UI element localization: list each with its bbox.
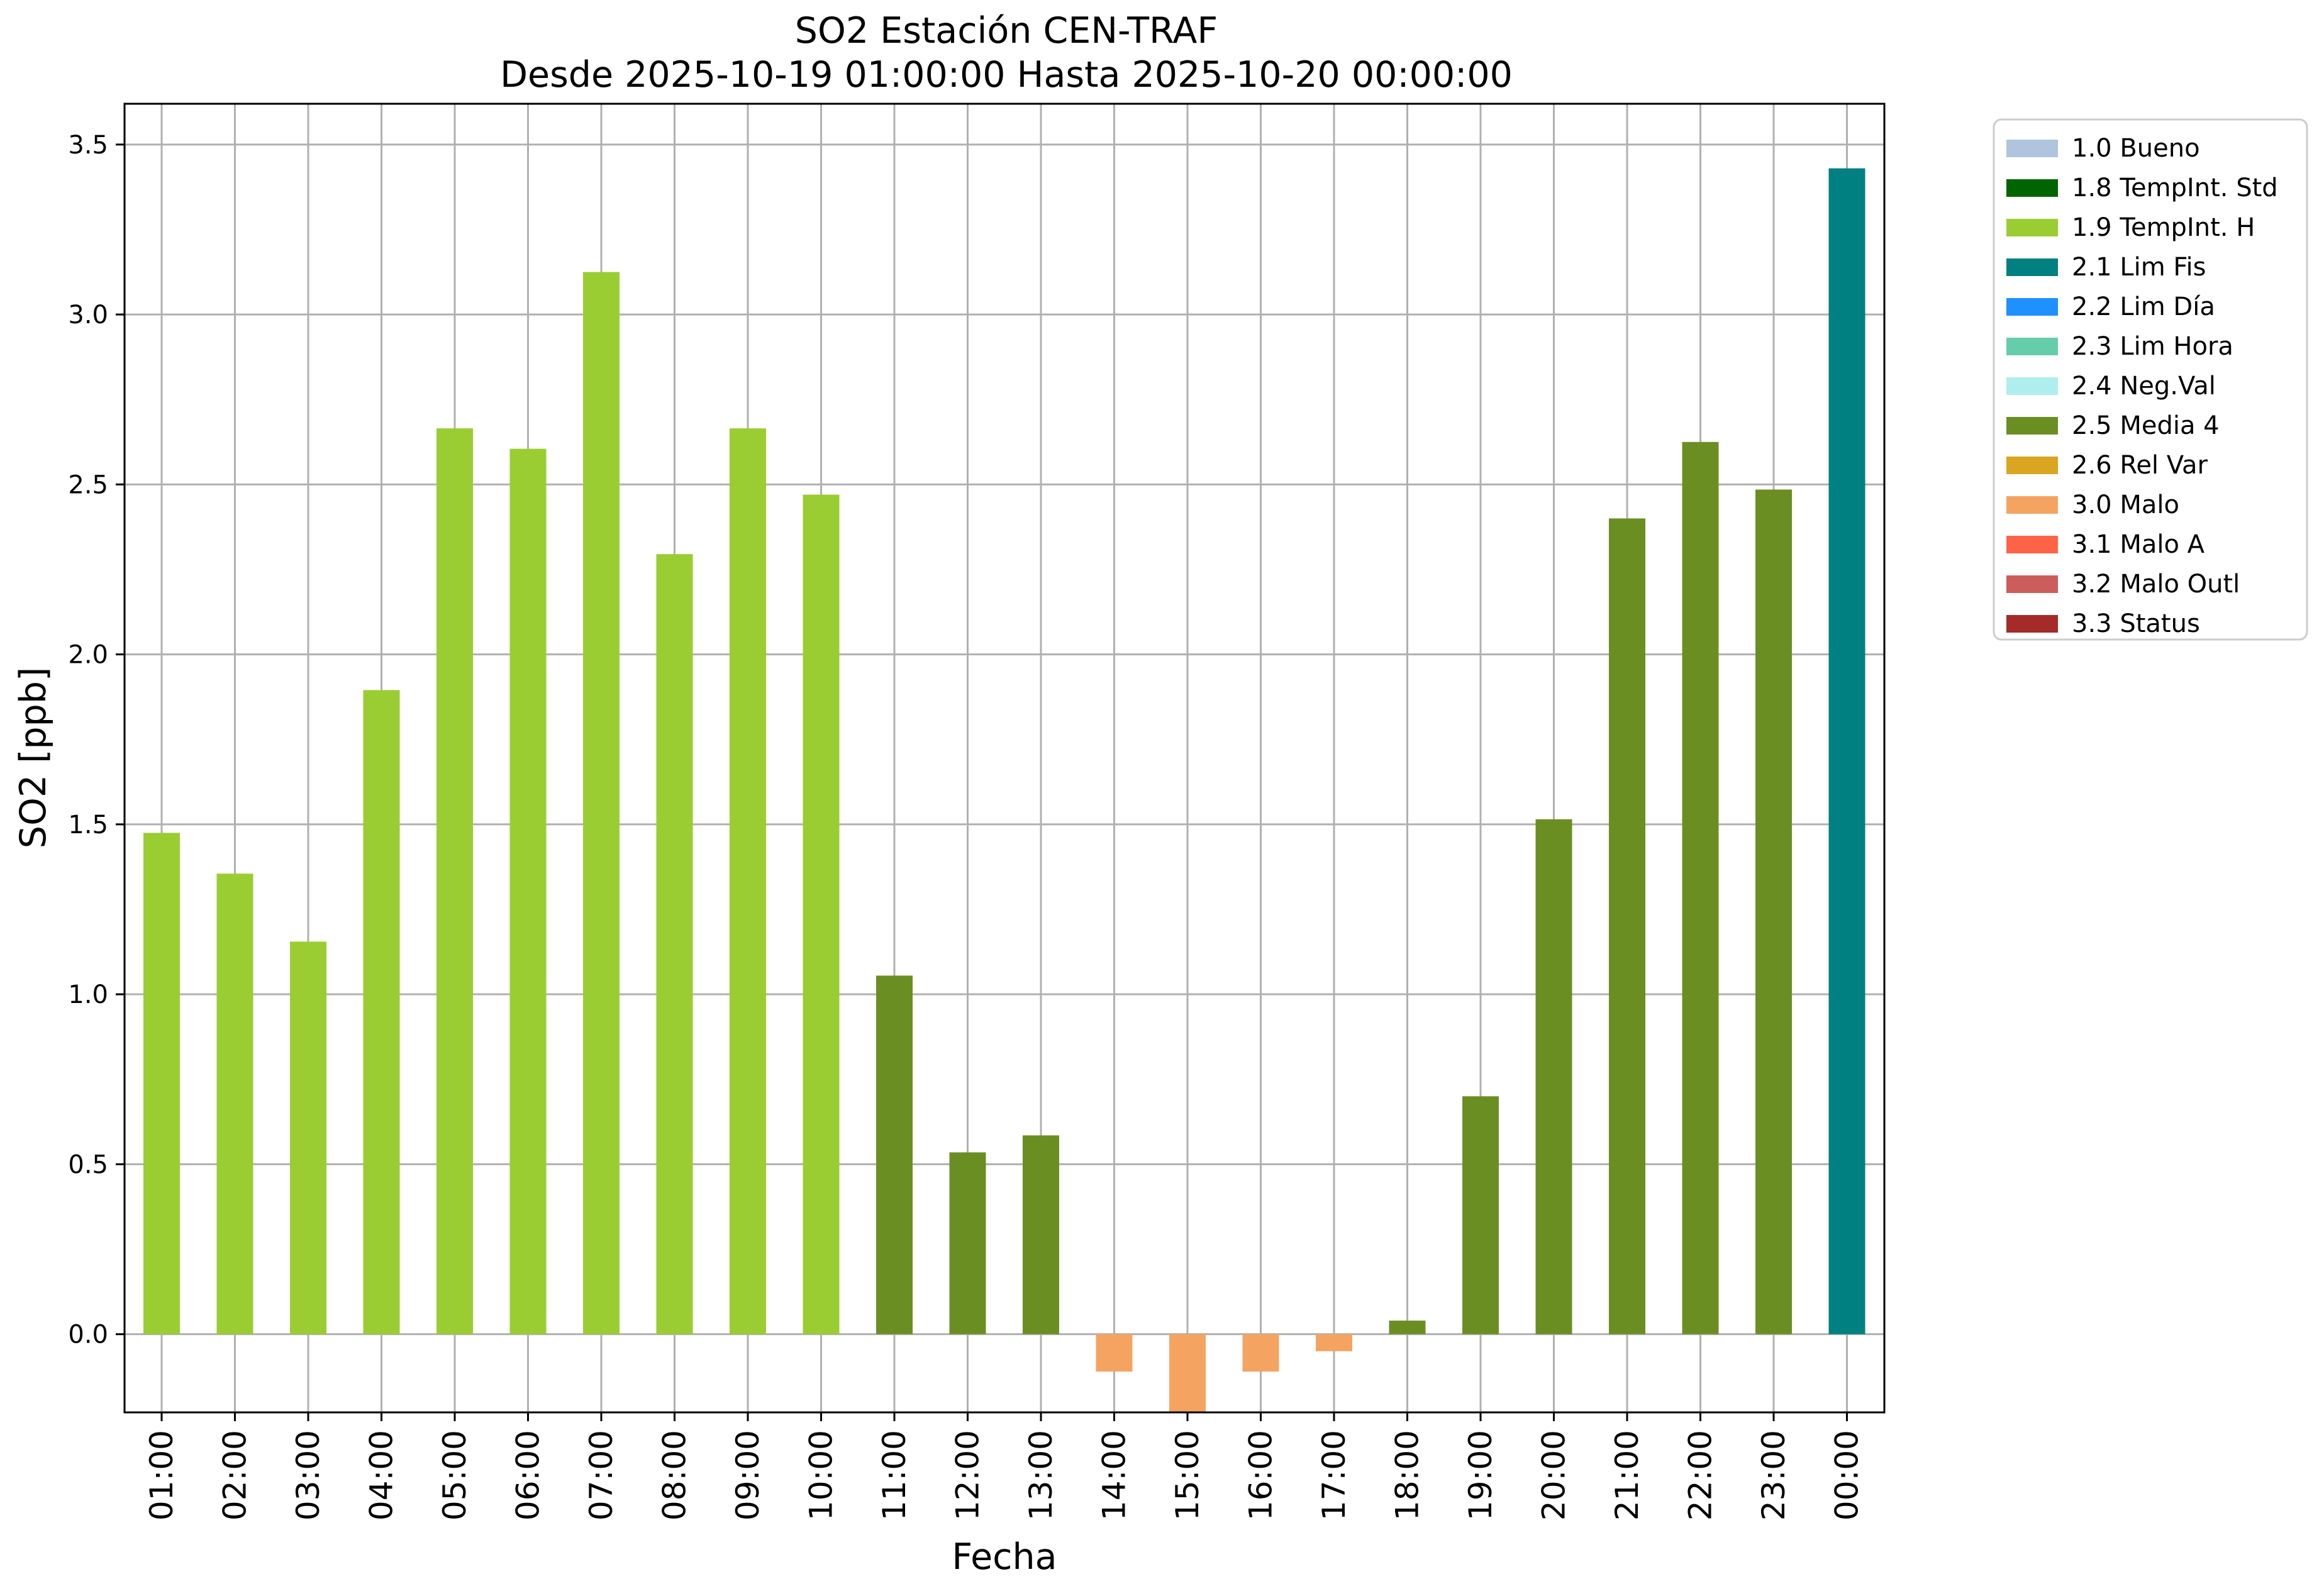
x-tick-label: 04:00 <box>364 1430 400 1521</box>
chart-subtitle: Desde 2025-10-19 01:00:00 Hasta 2025-10-… <box>500 54 1513 96</box>
bar <box>1316 1334 1352 1351</box>
x-axis-ticks: 01:00 02:00 03:00 04:00 05:00 06:00 07:00 08:00… <box>143 1412 1865 1521</box>
legend-box <box>1993 118 2308 641</box>
x-tick-label: 00:00 <box>1829 1430 1865 1521</box>
bar <box>436 428 473 1334</box>
x-tick-label: 07:00 <box>583 1430 620 1521</box>
x-tick-label: 23:00 <box>1755 1430 1792 1521</box>
y-axis-label: SO2 [ppb] <box>13 667 54 848</box>
x-tick-label: 02:00 <box>217 1430 253 1521</box>
bar <box>1242 1334 1279 1372</box>
y-tick-label: 1.0 <box>68 980 108 1009</box>
chart-title: SO2 Estación CEN-TRAF <box>795 10 1218 52</box>
x-tick-label: 21:00 <box>1609 1430 1645 1521</box>
legend-swatch <box>2006 496 2058 514</box>
legend-swatch <box>2006 377 2058 395</box>
legend-swatch <box>2006 338 2058 355</box>
x-tick-label: 10:00 <box>803 1430 840 1521</box>
bar <box>1609 518 1645 1334</box>
bar <box>583 272 620 1334</box>
legend-swatch <box>2006 258 2058 276</box>
bars-layer <box>143 168 1865 1412</box>
bar <box>1828 168 1865 1334</box>
y-tick-label: 1.5 <box>68 811 108 840</box>
x-tick-label: 01:00 <box>143 1430 180 1521</box>
bar <box>1755 489 1792 1334</box>
x-tick-label: 18:00 <box>1389 1430 1426 1521</box>
legend-label: 1.9 TempInt. H <box>2072 213 2255 242</box>
legend-label: 2.3 Lim Hora <box>2072 332 2233 361</box>
legend-label: 2.1 Lim Fis <box>2072 253 2206 282</box>
legend-swatch <box>2006 140 2058 157</box>
bar <box>803 494 840 1334</box>
bar <box>1462 1096 1499 1334</box>
y-tick-label: 3.5 <box>68 131 108 160</box>
y-tick-label: 0.0 <box>68 1321 108 1349</box>
x-tick-label: 20:00 <box>1536 1430 1572 1521</box>
legend-swatch <box>2006 575 2058 593</box>
legend: 1.0 Bueno 1.8 TempInt. Std 1.9 TempInt. H 2… <box>1993 118 2308 641</box>
legend-label: 2.5 Media 4 <box>2072 411 2220 440</box>
legend-label: 3.0 Malo <box>2072 490 2179 519</box>
legend-label: 2.6 Rel Var <box>2072 451 2208 480</box>
legend-label: 3.2 Malo Outl <box>2072 570 2240 599</box>
x-tick-label: 16:00 <box>1243 1430 1279 1521</box>
bar <box>290 941 326 1334</box>
bar <box>1169 1334 1206 1412</box>
bar <box>1682 441 1719 1334</box>
x-tick-label: 09:00 <box>730 1430 766 1521</box>
x-tick-label: 11:00 <box>876 1430 913 1521</box>
x-tick-label: 13:00 <box>1023 1430 1059 1521</box>
bar <box>1023 1135 1059 1334</box>
bar <box>949 1152 986 1334</box>
legend-label: 2.2 Lim Día <box>2072 292 2215 321</box>
y-tick-label: 2.0 <box>68 641 108 670</box>
legend-swatch <box>2006 298 2058 316</box>
legend-swatch <box>2006 417 2058 435</box>
bar <box>143 833 180 1334</box>
legend-swatch <box>2006 457 2058 474</box>
y-tick-label: 3.0 <box>68 301 108 330</box>
legend-swatch <box>2006 179 2058 197</box>
x-tick-label: 05:00 <box>436 1430 473 1521</box>
x-tick-label: 12:00 <box>950 1430 986 1521</box>
bar <box>216 873 253 1334</box>
y-axis-ticks: 0.0 0.5 1.0 1.5 2.0 2.5 3.0 3.5 <box>68 131 125 1349</box>
bar <box>730 428 766 1334</box>
x-tick-label: 15:00 <box>1169 1430 1206 1521</box>
bar <box>876 975 913 1334</box>
bar <box>363 690 400 1334</box>
legend-label: 3.1 Malo A <box>2072 530 2205 559</box>
x-tick-label: 06:00 <box>510 1430 547 1521</box>
y-tick-label: 2.5 <box>68 470 108 499</box>
legend-label: 3.3 Status <box>2072 609 2200 638</box>
legend-swatch <box>2006 615 2058 633</box>
x-tick-label: 14:00 <box>1096 1430 1133 1521</box>
legend-swatch <box>2006 219 2058 236</box>
bar <box>1096 1334 1133 1372</box>
x-axis-label: Fecha <box>952 1536 1057 1578</box>
x-tick-label: 22:00 <box>1682 1430 1719 1521</box>
x-tick-label: 08:00 <box>657 1430 693 1521</box>
bar <box>1535 819 1572 1334</box>
x-tick-label: 17:00 <box>1316 1430 1352 1521</box>
legend-swatch <box>2006 536 2058 553</box>
legend-label: 2.4 Neg.Val <box>2072 372 2216 401</box>
legend-label: 1.0 Bueno <box>2072 134 2200 163</box>
legend-label: 1.8 TempInt. Std <box>2072 174 2278 202</box>
plot-frame <box>123 103 1886 1414</box>
bar <box>1389 1321 1426 1334</box>
x-tick-label: 19:00 <box>1462 1430 1499 1521</box>
bar <box>656 554 693 1334</box>
y-tick-label: 0.5 <box>68 1150 108 1179</box>
x-tick-label: 03:00 <box>290 1430 326 1521</box>
bar <box>509 448 547 1334</box>
